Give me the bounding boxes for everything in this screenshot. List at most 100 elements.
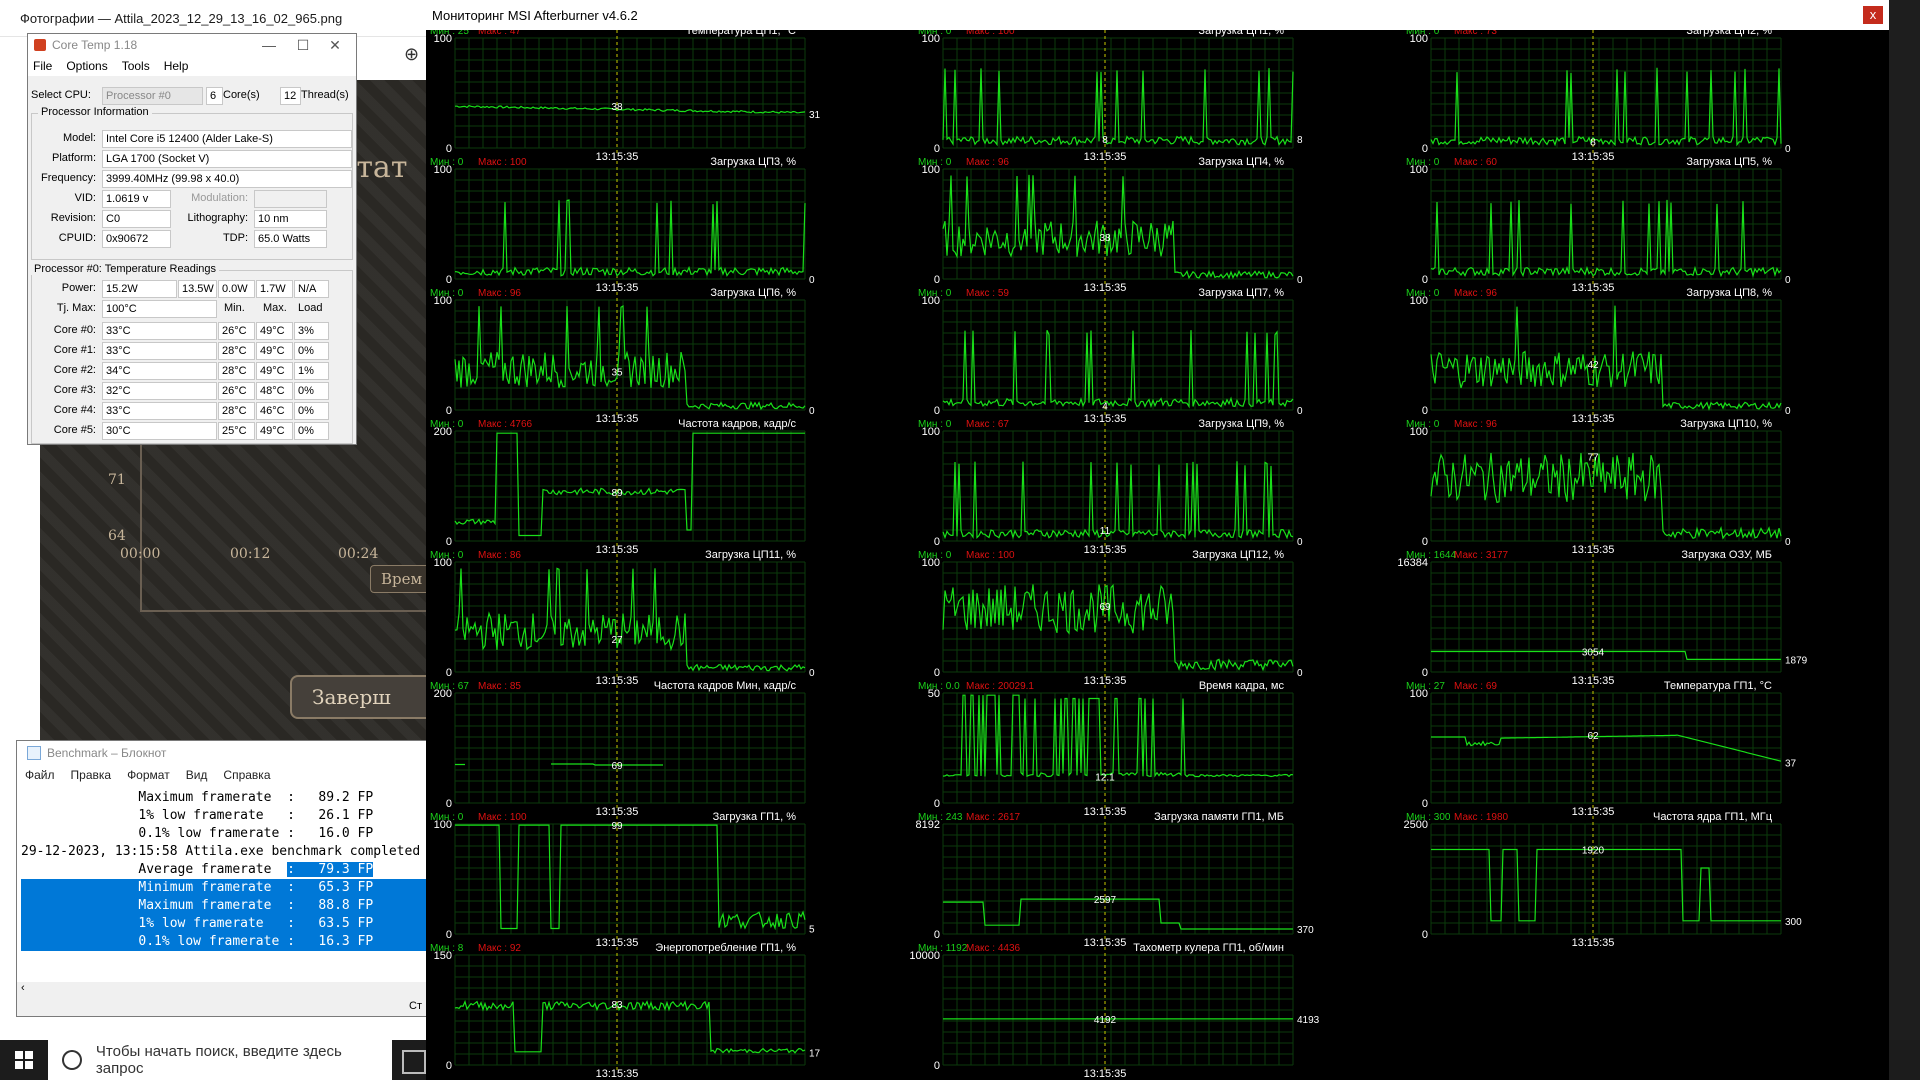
monitor-graph <box>454 161 806 287</box>
graph-max-label: Макс : 100 <box>966 550 1015 561</box>
platform-label: Platform: <box>51 152 96 164</box>
graph-min-label: Мин : 1192 <box>918 943 968 954</box>
notepad-line: 0.1% low framerate : 16.3 FP <box>21 933 427 951</box>
zoom-icon[interactable]: ⊕ <box>404 44 420 64</box>
graph-time-label: 13:15:35 <box>1084 1068 1127 1080</box>
graph-title: Загрузка ЦП3, % <box>710 156 796 168</box>
graph-max-label: Макс : 92 <box>478 943 521 954</box>
graph-min-label: Мин : 300 <box>1406 812 1451 823</box>
graph-time-label: 13:15:35 <box>1084 544 1127 556</box>
graph-min-label: Мин : 25 <box>430 30 469 37</box>
graph-y-min: 0 <box>446 929 452 941</box>
scroll-left-icon[interactable]: ‹ <box>21 982 25 994</box>
lithography-value: 10 nm <box>254 210 327 228</box>
graph-y-max: 200 <box>434 426 452 438</box>
notepad-line: Maximum framerate : 88.8 FP <box>21 897 427 915</box>
graph-trace <box>454 567 806 672</box>
afterburner-close-button[interactable]: x <box>1863 6 1883 24</box>
graph-y-max: 100 <box>434 164 452 176</box>
graph-time-label: 13:15:35 <box>1084 151 1127 163</box>
graph-time-label: 13:15:35 <box>1572 413 1615 425</box>
graph-min-label: Мин : 0 <box>1406 157 1440 168</box>
graph-max-label: Макс : 20029.1 <box>966 681 1034 692</box>
graph-title: Загрузка памяти ГП1, МБ <box>1154 811 1284 823</box>
frequency-label: Frequency: <box>40 172 96 184</box>
menu-help[interactable]: Help <box>163 59 189 73</box>
vid-value: 1.0619 v <box>102 190 171 208</box>
graph-end-value: 8 <box>1297 135 1303 146</box>
graph-title: Загрузка ЦП4, % <box>1198 156 1284 168</box>
graph-trace <box>454 304 806 411</box>
graph-y-max: 100 <box>434 819 452 831</box>
core-label: Core #0: <box>53 324 96 336</box>
notepad-menu-edit[interactable]: Правка <box>70 768 112 782</box>
core-load: 3% <box>294 322 329 340</box>
graph-min-label: Мин : 0.0 <box>918 681 960 692</box>
notepad-menu-file[interactable]: Файл <box>25 768 55 782</box>
notepad-menu-help[interactable]: Справка <box>223 768 271 782</box>
notepad-line: 1% low framerate : 63.5 FP <box>21 915 427 933</box>
core-min: 28°C <box>218 362 255 380</box>
notepad-menu-view[interactable]: Вид <box>185 768 208 782</box>
model-value: Intel Core i5 12400 (Alder Lake-S) <box>102 130 352 148</box>
maximize-icon[interactable]: ☐ <box>296 37 310 53</box>
graph-end-value: 0 <box>1785 275 1791 286</box>
graph-y-min: 0 <box>1422 405 1428 417</box>
horizontal-scrollbar[interactable]: ‹ <box>17 982 427 998</box>
graph-end-value: 37 <box>1785 758 1797 769</box>
core-load: 1% <box>294 362 329 380</box>
menu-file[interactable]: File <box>33 59 53 73</box>
menu-tools[interactable]: Tools <box>121 59 150 73</box>
graph-trace <box>454 104 806 114</box>
game-x-label-1: 00:00 <box>120 546 161 562</box>
graph-cursor-value: 11 <box>1100 526 1111 537</box>
graph-title: Загрузка ЦП12, % <box>1192 549 1284 561</box>
notepad-menu-format[interactable]: Формат <box>127 768 170 782</box>
notepad-text-area[interactable]: Maximum framerate : 89.2 FP 1% low frame… <box>21 789 427 951</box>
close-icon[interactable]: ✕ <box>329 37 341 53</box>
graph-cursor-value: 62 <box>1587 731 1599 742</box>
core-label: Core #3: <box>53 384 96 396</box>
select-cpu-dropdown[interactable]: Processor #0 <box>102 87 203 105</box>
graph-min-label: Мин : 27 <box>1406 681 1445 692</box>
search-placeholder: Чтобы начать поиск, введите здесь запрос <box>95 1043 342 1077</box>
graph-min-label: Мин : 0 <box>430 812 464 823</box>
modulation-label: Modulation: <box>191 192 248 204</box>
graph-max-label: Макс : 96 <box>966 157 1009 168</box>
core-min: 26°C <box>218 322 255 340</box>
graph-time-label: 13:15:35 <box>1084 413 1127 425</box>
power-uncore: 0.0W <box>218 280 255 298</box>
graph-end-value: 0 <box>1785 537 1791 548</box>
graph-time-label: 13:15:35 <box>596 413 639 425</box>
minimize-icon[interactable]: — <box>262 37 276 53</box>
start-button[interactable] <box>0 1040 48 1080</box>
menu-options[interactable]: Options <box>66 59 108 73</box>
graph-end-value: 0 <box>1297 537 1303 548</box>
core-label: Core #1: <box>53 344 96 356</box>
notepad-statusbar: Ст <box>17 998 427 1016</box>
cores-label: Core(s) <box>223 89 260 101</box>
core-max: 48°C <box>256 382 293 400</box>
game-y-label-1: 71 <box>108 472 126 488</box>
coretemp-title: Core Temp 1.18 <box>52 38 138 52</box>
core-load: 0% <box>294 382 329 400</box>
graph-max-label: Макс : 96 <box>478 288 521 299</box>
graph-y-max: 150 <box>434 950 452 962</box>
graph-title: Температура ЦП1, °C <box>686 30 796 37</box>
monitor-graph <box>942 947 1294 1073</box>
graph-max-label: Макс : 96 <box>1454 288 1497 299</box>
monitor-graph <box>942 161 1294 287</box>
power-gpu: N/A <box>294 280 329 298</box>
graph-time-label: 13:15:35 <box>1084 282 1127 294</box>
tdp-label: TDP: <box>222 232 248 244</box>
taskbar-search-box[interactable]: Чтобы начать поиск, введите здесь запрос <box>48 1040 392 1080</box>
graph-min-label: Мин : 0 <box>430 419 464 430</box>
graph-trace <box>942 330 1294 409</box>
core-temp: 34°C <box>102 362 217 380</box>
core-load: 0% <box>294 422 329 440</box>
monitor-graph <box>1430 161 1782 287</box>
graph-time-label: 13:15:35 <box>596 1068 639 1080</box>
task-view-icon[interactable] <box>402 1050 426 1074</box>
graph-title: Загрузка ГП1, % <box>713 811 797 823</box>
tdp-value: 65.0 Watts <box>254 230 327 248</box>
